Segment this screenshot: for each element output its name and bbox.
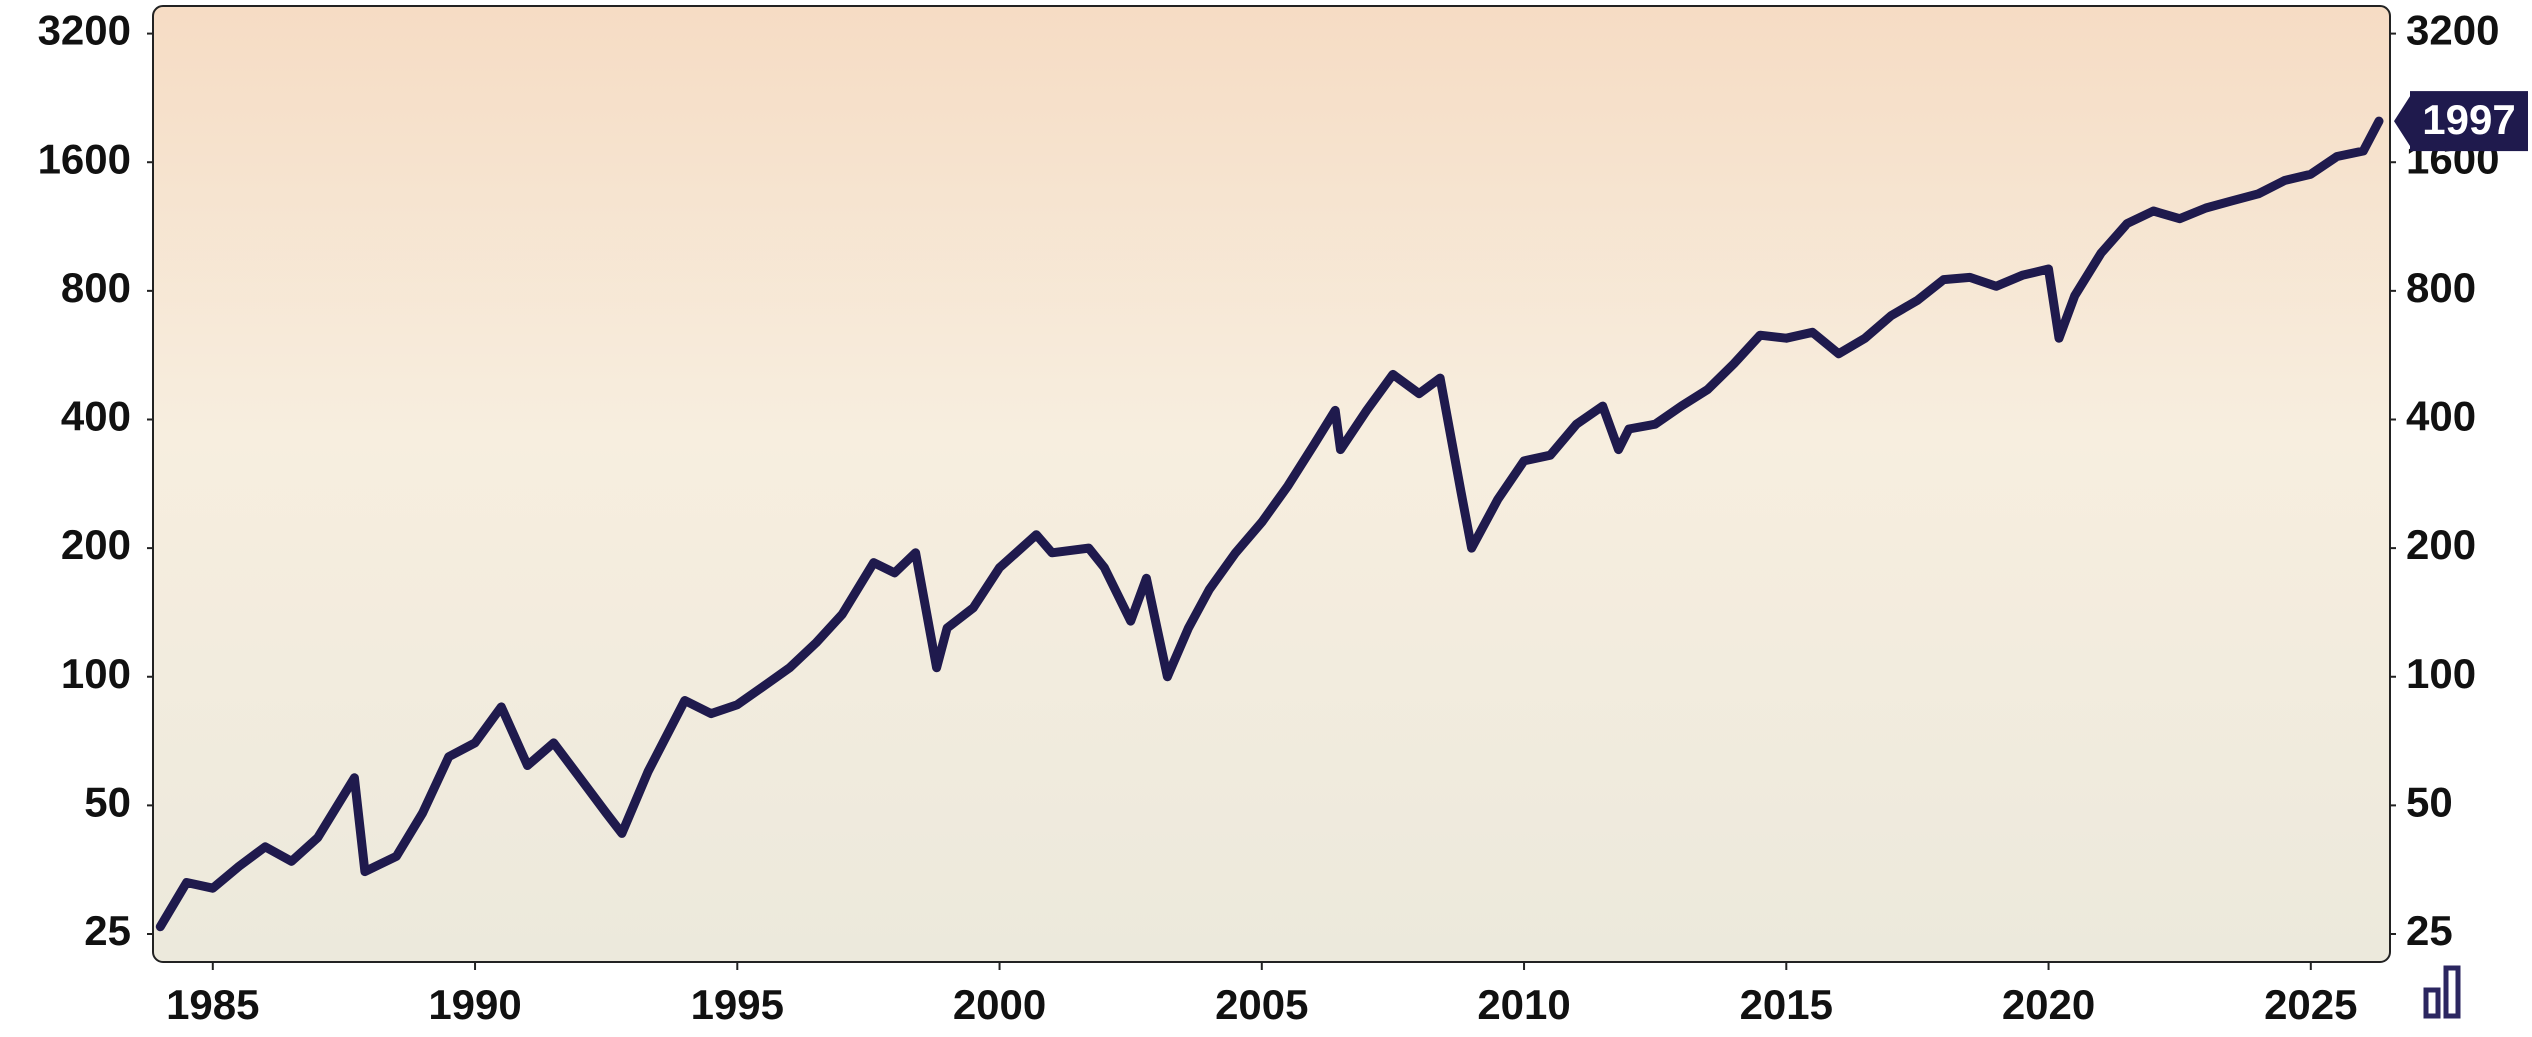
x-tick-label: 2020 — [2002, 981, 2095, 1028]
y2-tick-label: 100 — [2406, 650, 2476, 697]
y-tick-label: 50 — [84, 778, 131, 825]
price-line — [155, 116, 2384, 932]
y-tick-label: 25 — [84, 907, 131, 954]
y-tick-label: 200 — [61, 521, 131, 568]
plot-background — [152, 5, 2391, 963]
x-tick-label: 2015 — [1740, 981, 1833, 1028]
y2-tick-label: 25 — [2406, 907, 2453, 954]
y2-tick-label: 800 — [2406, 264, 2476, 311]
x-tick-label: 2010 — [1477, 981, 1570, 1028]
y-tick-label: 3200 — [38, 7, 131, 54]
chart-icon — [2423, 965, 2461, 1019]
last-value-label: 1997 — [2422, 96, 2515, 143]
y-tick-label: 400 — [61, 393, 131, 440]
x-tick-label: 2025 — [2264, 981, 2357, 1028]
y-tick-label: 800 — [61, 264, 131, 311]
last-value-pointer — [2394, 93, 2412, 150]
x-tick-label: 2005 — [1215, 981, 1308, 1028]
x-tick-label: 1985 — [166, 981, 259, 1028]
y2-tick-label: 200 — [2406, 521, 2476, 568]
y2-tick-label: 400 — [2406, 393, 2476, 440]
x-tick-label: 2000 — [953, 981, 1046, 1028]
y-tick-label: 100 — [61, 650, 131, 697]
x-tick-label: 1995 — [691, 981, 784, 1028]
last-value-tag — [2410, 91, 2528, 152]
x-tick-label: 1990 — [428, 981, 521, 1028]
y2-tick-label: 50 — [2406, 778, 2453, 825]
y2-tick-label: 3200 — [2406, 7, 2499, 54]
y-tick-label: 1600 — [38, 135, 131, 182]
